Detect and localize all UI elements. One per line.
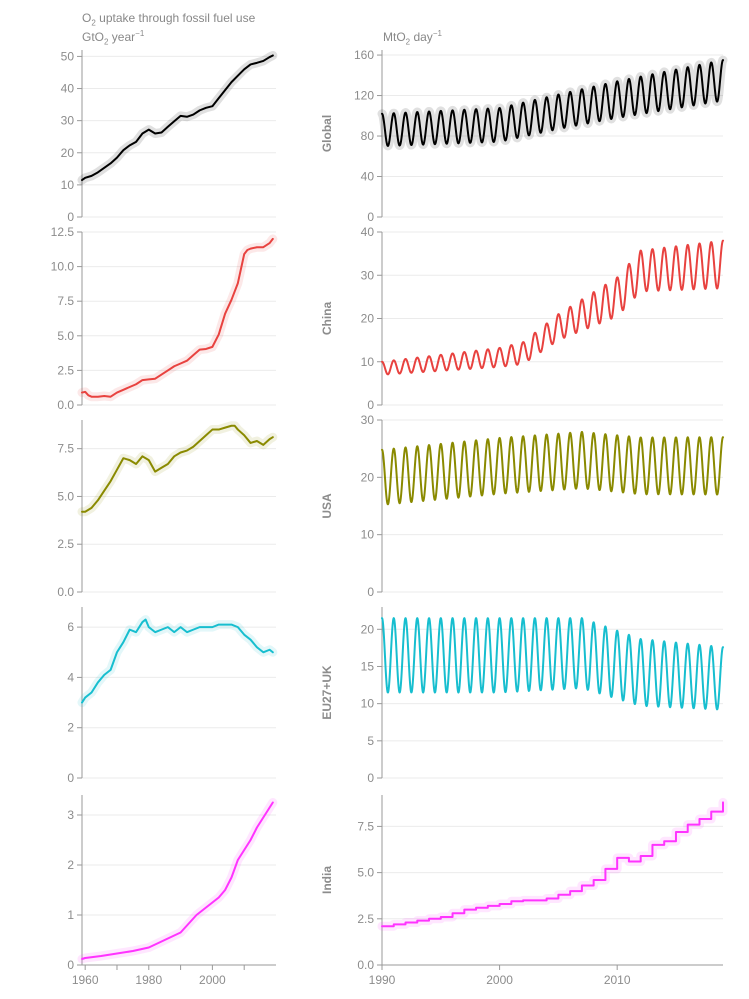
series-line-eu27-uk-daily (381, 617, 724, 711)
panel-eu27-uk-annual: 0 2 4 6 (67, 607, 278, 785)
y-tick-label: 160 (354, 48, 374, 62)
y-tick-label: 7.5 (357, 819, 374, 833)
y-tick-label: 5.0 (57, 329, 74, 343)
region-label: USA (320, 493, 334, 519)
y-tick-label: 10 (361, 697, 375, 711)
y-tick-label: 2.5 (57, 363, 74, 377)
y-tick-label: 30 (361, 268, 375, 282)
y-tick-label: 5.0 (57, 489, 74, 503)
left-panel-title: O2 uptake through fossil fuel use (82, 11, 256, 28)
y-tick-label: 0 (67, 210, 74, 224)
series-line-usa-annual (81, 424, 274, 513)
region-label: EU27+UK (320, 665, 334, 720)
y-tick-label: 7.5 (57, 442, 74, 456)
series-line-india-annual (81, 801, 274, 960)
y-tick-label: 10 (61, 178, 75, 192)
y-tick-label: 10.0 (51, 260, 75, 274)
region-label: India (320, 866, 334, 894)
y-tick-label: 20 (361, 312, 375, 326)
y-tick-label: 30 (61, 114, 75, 128)
series-line-china-daily (381, 239, 724, 376)
y-tick-label: 12.5 (51, 225, 75, 239)
y-tick-label: 40 (361, 170, 375, 184)
panel-global-annual: 0 10 20 30 40 50 (61, 49, 278, 224)
panel-india-daily: 0.0 2.5 5.0 7.5 India 1990 2000 2010 (320, 795, 728, 987)
uncertainty-band (77, 615, 278, 708)
y-tick-label: 30 (361, 413, 375, 427)
panel-global-daily: 0 40 80 120 160 Global (320, 48, 728, 224)
y-tick-label: 50 (61, 49, 75, 63)
y-tick-label: 120 (354, 89, 374, 103)
y-tick-label: 0 (67, 958, 74, 972)
y-tick-label: 3 (67, 808, 74, 822)
y-tick-label: 1 (67, 908, 74, 922)
uncertainty-band (77, 421, 278, 517)
y-tick-label: 40 (361, 225, 375, 239)
panel-china-daily: 0 10 20 30 40 China (320, 225, 724, 412)
y-tick-label: 2.5 (57, 537, 74, 551)
series-line-usa-daily (381, 431, 724, 506)
region-label: China (320, 302, 334, 336)
panel-usa-daily: 0 10 20 30 USA (320, 413, 724, 599)
y-tick-label: 6 (67, 620, 74, 634)
y-tick-label: 20 (61, 146, 75, 160)
y-tick-label: 0 (67, 771, 74, 785)
uncertainty-band (377, 797, 728, 931)
y-tick-label: 0.0 (57, 398, 74, 412)
y-tick-label: 0 (367, 771, 374, 785)
y-tick-label: 20 (361, 470, 375, 484)
y-tick-label: 0 (367, 398, 374, 412)
x-tick-label: 2010 (604, 973, 631, 987)
series-line-eu27-uk-annual (81, 618, 274, 704)
x-tick-label: 1990 (369, 973, 396, 987)
series-line-india-daily (381, 801, 724, 928)
x-tick-label: 2000 (486, 973, 513, 987)
uncertainty-band (77, 798, 278, 964)
y-tick-label: 0.0 (57, 585, 74, 599)
panel-eu27-uk-daily: 0 5 10 15 20 EU27+UK (320, 607, 724, 785)
panel-india-annual: 0 1 2 3 1960 1980 2000 (67, 795, 278, 987)
left-panel-unit: GtO2 year−1 (82, 29, 145, 47)
series-line-china-annual (81, 237, 274, 398)
y-tick-label: 10 (361, 528, 375, 542)
panel-china-annual: 0.0 2.5 5.0 7.5 10.0 12.5 (51, 225, 278, 412)
x-tick-label: 1960 (72, 973, 99, 987)
right-panel-unit: MtO2 day−1 (383, 29, 442, 47)
x-tick-label: 1980 (135, 973, 162, 987)
y-tick-label: 2 (67, 721, 74, 735)
uncertainty-band (77, 234, 278, 402)
region-label: Global (320, 115, 334, 152)
y-tick-label: 5.0 (357, 866, 374, 880)
y-tick-label: 10 (361, 355, 375, 369)
y-tick-label: 0 (367, 210, 374, 224)
y-tick-label: 0 (367, 585, 374, 599)
y-tick-label: 15 (361, 659, 375, 673)
y-tick-label: 2.5 (357, 912, 374, 926)
series-line-global-annual (81, 54, 274, 182)
y-tick-label: 4 (67, 670, 74, 684)
y-tick-label: 20 (361, 622, 375, 636)
y-tick-label: 7.5 (57, 294, 74, 308)
y-tick-label: 2 (67, 858, 74, 872)
x-tick-label: 2000 (199, 973, 226, 987)
y-tick-label: 5 (367, 734, 374, 748)
y-tick-label: 40 (61, 82, 75, 96)
y-tick-label: 0.0 (357, 958, 374, 972)
panel-usa-annual: 0.0 2.5 5.0 7.5 (57, 420, 278, 599)
series-line-global-daily (381, 59, 724, 147)
y-tick-label: 80 (361, 129, 375, 143)
